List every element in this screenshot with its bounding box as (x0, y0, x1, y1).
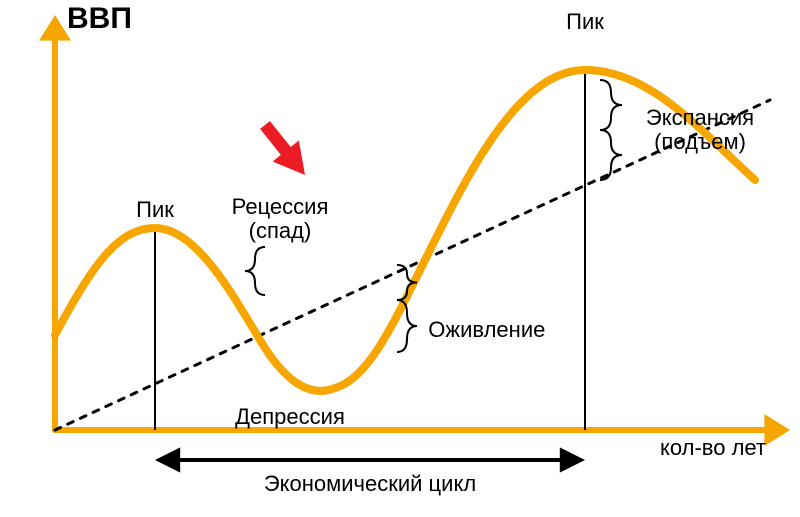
recession-line2: (спад) (249, 218, 312, 243)
depression-label: Депрессия (235, 405, 345, 429)
recession-line1: Рецессия (232, 194, 329, 219)
x-axis-label: кол-во лет (660, 436, 766, 460)
expansion-label: Экспансия (подъем) (646, 106, 754, 154)
y-axis-label: ВВП (67, 2, 132, 35)
expansion-line1: Экспансия (646, 105, 754, 130)
recession-label: Рецессия (спад) (232, 195, 329, 243)
peak-2-label: Пик (566, 10, 604, 34)
recovery-label: Оживление (428, 318, 545, 342)
cycle-label: Экономический цикл (264, 472, 476, 496)
peak-1-label: Пик (136, 198, 174, 222)
diagram-stage: ВВП кол-во лет Пик Пик Рецессия (спад) Д… (0, 0, 800, 517)
expansion-line2: (подъем) (654, 129, 746, 154)
